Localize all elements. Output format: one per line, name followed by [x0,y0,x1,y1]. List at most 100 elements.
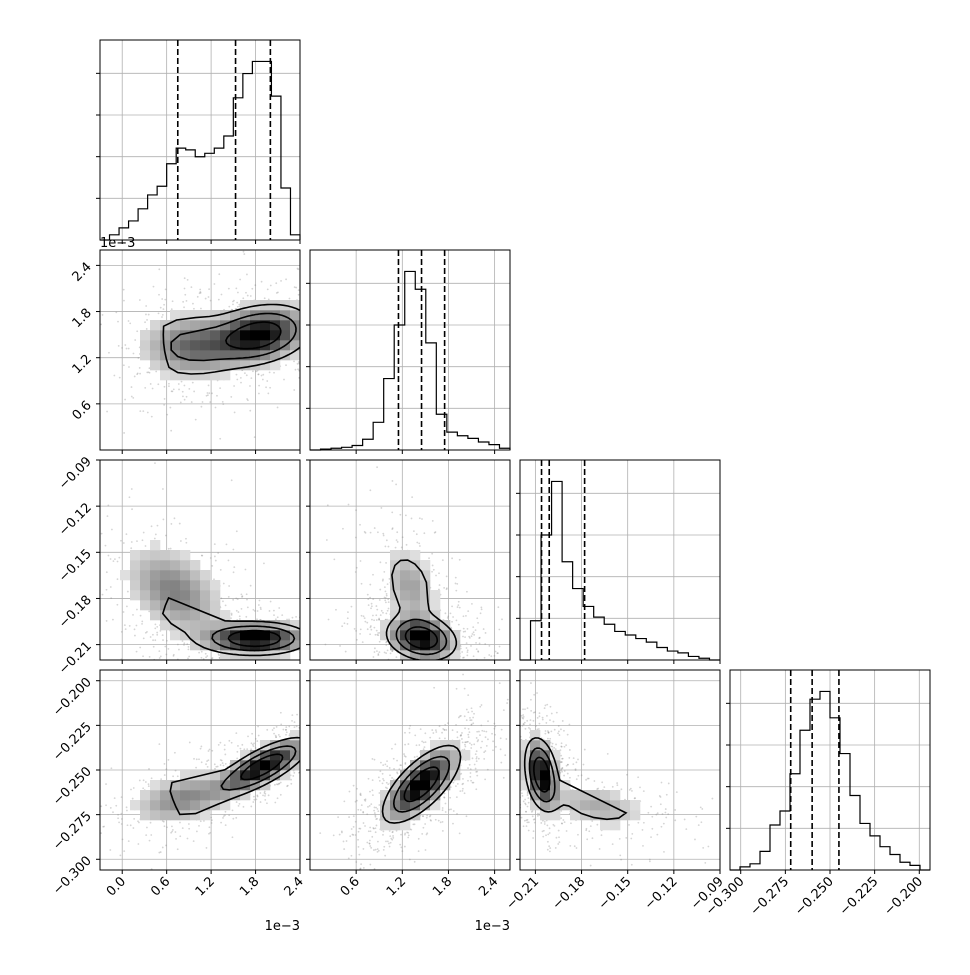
density-cell [140,810,150,820]
sample-point [349,342,351,344]
sample-point [250,748,252,750]
sample-point [389,767,391,769]
sample-point [464,688,466,690]
sample-point [399,844,401,846]
sample-point [379,780,381,782]
sample-point [233,385,235,387]
sample-point [475,753,477,755]
sample-point [337,816,339,818]
sample-point [369,878,371,880]
sample-point [420,728,422,730]
sample-point [301,767,303,769]
sample-point [279,736,281,738]
sample-point [231,614,233,616]
sample-point [324,747,326,749]
sample-point [387,610,389,612]
sample-point [476,760,478,762]
sample-point [196,831,198,833]
sample-point [337,371,339,373]
sample-point [307,743,309,745]
sample-point [278,783,280,785]
sample-point [333,655,335,657]
sample-point [304,759,306,761]
sample-point [178,649,180,651]
density-cell [280,740,290,750]
sample-point [379,599,381,601]
sample-point [326,752,328,754]
sample-point [347,617,349,619]
sample-point [280,723,282,725]
sample-point [117,321,119,323]
sample-point [105,783,107,785]
sample-point [128,348,130,350]
sample-point [324,367,326,369]
sample-point [121,823,123,825]
sample-point [191,286,193,288]
density-cell [150,560,160,570]
sample-point [391,839,393,841]
sample-point [154,627,156,629]
sample-point [264,795,266,797]
sample-point [313,339,315,341]
sample-point [161,298,163,300]
sample-point [269,610,271,612]
sample-point [165,768,167,770]
sample-point [293,772,295,774]
sample-point [336,641,338,643]
sample-point [201,657,203,659]
sample-point [298,361,300,363]
sample-point [368,604,370,606]
sample-point [471,633,473,635]
sample-point [367,594,369,596]
sample-point [260,608,262,610]
sample-point [136,540,138,542]
sample-point [126,810,128,812]
density-cell [150,340,160,350]
sample-point [163,404,165,406]
sample-point [466,741,468,743]
sample-point [296,714,298,716]
sample-point [302,751,304,753]
sample-point [362,304,364,306]
sample-point [297,268,299,270]
sample-point [374,759,376,761]
sample-point [321,664,323,666]
sample-point [475,642,477,644]
sample-point [411,518,413,520]
sample-point [335,624,337,626]
sample-point [298,289,300,291]
sample-point [274,802,276,804]
sample-point [115,805,117,807]
sample-point [385,657,387,659]
sample-point [198,825,200,827]
sample-point [131,488,133,490]
sample-point [442,821,444,823]
sample-point [439,662,441,664]
sample-point [208,392,210,394]
sample-point [377,810,379,812]
sample-point [214,768,216,770]
sample-point [407,667,409,669]
sample-point [321,340,323,342]
sample-point [162,820,164,822]
sample-point [253,743,255,745]
sample-point [118,557,120,559]
sample-point [237,745,239,747]
sample-point [105,545,107,547]
sample-point [374,807,376,809]
sample-point [292,775,294,777]
density-cell [390,820,400,830]
sample-point [262,379,264,381]
sample-point [110,767,112,769]
density-cell [200,630,210,640]
sample-point [364,825,366,827]
density-cell [160,810,170,820]
sample-point [130,824,132,826]
sample-point [207,392,209,394]
density-cell [150,580,160,590]
sample-point [461,661,463,663]
sample-point [91,827,93,829]
density-cell [170,310,180,320]
sample-point [322,622,324,624]
sample-point [201,651,203,653]
